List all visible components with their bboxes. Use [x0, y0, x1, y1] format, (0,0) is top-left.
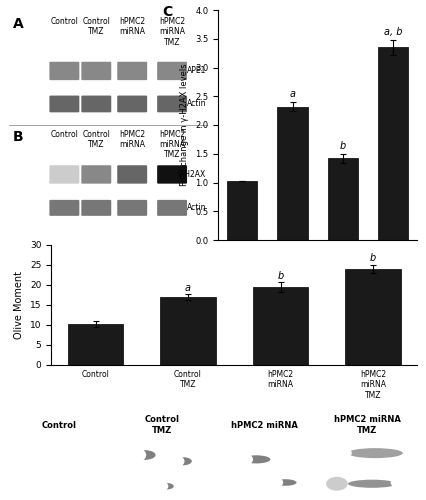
- Text: APE1: APE1: [187, 66, 206, 76]
- Ellipse shape: [242, 456, 271, 464]
- FancyBboxPatch shape: [157, 200, 187, 216]
- Text: A: A: [12, 17, 23, 31]
- FancyBboxPatch shape: [157, 96, 187, 112]
- Bar: [68, 324, 123, 365]
- Circle shape: [327, 478, 347, 490]
- FancyBboxPatch shape: [117, 200, 147, 216]
- Circle shape: [391, 478, 407, 488]
- Circle shape: [121, 448, 146, 462]
- Text: Control: Control: [50, 17, 78, 26]
- Text: C: C: [162, 6, 173, 20]
- Circle shape: [327, 446, 351, 460]
- Circle shape: [20, 464, 53, 484]
- Text: a: a: [290, 89, 296, 99]
- FancyBboxPatch shape: [81, 96, 111, 112]
- Bar: [253, 287, 308, 365]
- FancyBboxPatch shape: [49, 96, 79, 112]
- Ellipse shape: [174, 457, 192, 466]
- Ellipse shape: [160, 483, 174, 490]
- Text: a: a: [185, 282, 191, 292]
- FancyBboxPatch shape: [117, 165, 147, 184]
- FancyBboxPatch shape: [117, 62, 147, 80]
- Bar: [328, 158, 358, 240]
- Bar: [345, 269, 401, 365]
- Text: B: B: [12, 130, 23, 143]
- Text: Control: Control: [50, 130, 78, 138]
- Ellipse shape: [348, 480, 396, 488]
- FancyBboxPatch shape: [81, 165, 111, 184]
- Text: a, b: a, b: [384, 27, 403, 37]
- FancyBboxPatch shape: [49, 62, 79, 80]
- Text: Control
TMZ: Control TMZ: [82, 130, 110, 149]
- Text: hPMC2
miRNA: hPMC2 miRNA: [119, 130, 145, 149]
- Ellipse shape: [274, 479, 296, 486]
- Text: b: b: [340, 141, 346, 151]
- Text: γ-H2AX: γ-H2AX: [178, 170, 206, 179]
- Text: hPMC2
miRNA
TMZ: hPMC2 miRNA TMZ: [159, 17, 185, 46]
- Text: hPMC2 miRNA
TMZ: hPMC2 miRNA TMZ: [334, 416, 400, 434]
- Text: Control
TMZ: Control TMZ: [82, 17, 110, 36]
- Text: Actin: Actin: [187, 100, 206, 108]
- Text: hPMC2
miRNA
TMZ: hPMC2 miRNA TMZ: [159, 130, 185, 160]
- Circle shape: [266, 478, 282, 488]
- Text: Control: Control: [41, 420, 76, 430]
- Circle shape: [164, 455, 184, 468]
- Circle shape: [73, 460, 93, 472]
- Bar: [160, 297, 216, 365]
- FancyBboxPatch shape: [49, 165, 79, 184]
- Y-axis label: Fold change in γ-H2AX levels: Fold change in γ-H2AX levels: [181, 64, 190, 186]
- FancyBboxPatch shape: [157, 165, 187, 184]
- Text: hPMC2
miRNA: hPMC2 miRNA: [119, 17, 145, 36]
- Text: Actin: Actin: [187, 204, 206, 212]
- Text: Control
TMZ: Control TMZ: [144, 416, 179, 434]
- Y-axis label: Olive Moment: Olive Moment: [14, 271, 24, 339]
- Text: hPMC2 miRNA: hPMC2 miRNA: [231, 420, 298, 430]
- Text: b: b: [370, 254, 376, 264]
- Bar: [227, 181, 257, 240]
- FancyBboxPatch shape: [49, 200, 79, 216]
- Ellipse shape: [133, 450, 155, 460]
- FancyBboxPatch shape: [81, 200, 111, 216]
- Circle shape: [232, 453, 252, 466]
- FancyBboxPatch shape: [157, 62, 187, 80]
- Ellipse shape: [348, 448, 403, 458]
- FancyBboxPatch shape: [81, 62, 111, 80]
- FancyBboxPatch shape: [117, 96, 147, 112]
- Circle shape: [152, 481, 168, 491]
- Bar: [277, 106, 308, 240]
- Text: b: b: [277, 270, 284, 280]
- Bar: [378, 48, 409, 240]
